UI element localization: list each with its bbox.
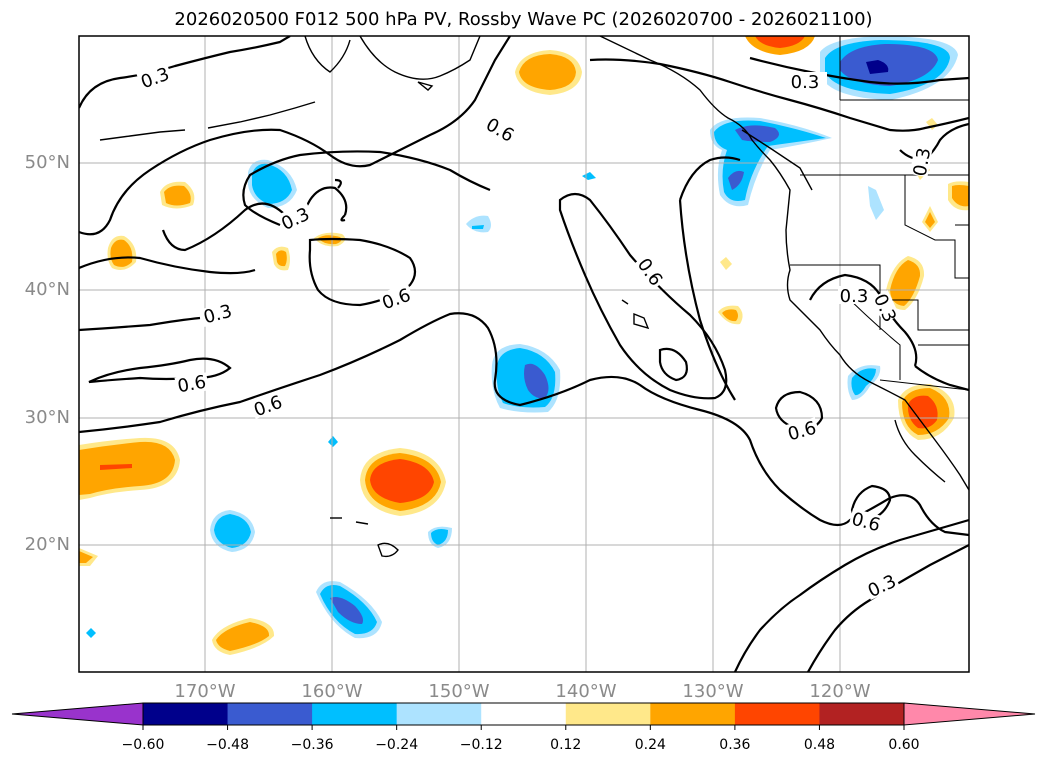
neg-anomaly-blob xyxy=(252,163,292,204)
pos-anomaly-blob xyxy=(276,250,287,267)
pos-anomaly-blob xyxy=(164,185,191,206)
neg-anomaly-blob xyxy=(735,125,779,142)
colorbar-tick-label: 0.36 xyxy=(719,737,751,753)
colorbar-tick-label: 0.12 xyxy=(550,737,582,753)
lon-label-150w: 150°W xyxy=(428,681,490,702)
lon-label-120w: 120°W xyxy=(809,681,871,702)
neg-anomaly-blob xyxy=(214,514,251,548)
colorbar-tick-label: −0.60 xyxy=(121,737,165,753)
neg-anomaly-blob xyxy=(330,597,364,624)
colorbar-bin xyxy=(734,703,820,725)
lat-label-50n: 50°N xyxy=(24,152,70,173)
pos-anomaly-blob xyxy=(519,54,576,90)
pos-anomaly-blob xyxy=(110,239,133,267)
neg-anomaly-blob xyxy=(86,628,96,638)
colorbar-tick-label: −0.24 xyxy=(375,737,419,753)
colorbar-over-arrow xyxy=(903,702,1036,726)
colorbar-bin xyxy=(396,703,482,725)
colorbar-tick-label: −0.36 xyxy=(290,737,334,753)
contour-label: 0.3 xyxy=(840,286,869,307)
neg-anomaly-blob xyxy=(472,225,484,229)
contour-label: 0.6 xyxy=(176,372,208,398)
pos-anomaly-blob xyxy=(890,260,921,306)
pos-anomaly-blob xyxy=(216,622,270,651)
colorbar-tick-label: 0.60 xyxy=(888,737,920,753)
lon-label-160w: 160°W xyxy=(301,681,363,702)
colorbar-bin xyxy=(819,703,905,725)
neg-anomaly-blob xyxy=(728,170,744,190)
political-borders xyxy=(790,36,969,391)
colorbar-outline xyxy=(142,702,905,726)
pos-anomaly-blob xyxy=(720,257,732,270)
lat-label-20n: 20°N xyxy=(24,534,70,555)
colorbar-bin xyxy=(650,703,736,725)
lon-label-130w: 130°W xyxy=(682,681,744,702)
colorbar-bin xyxy=(312,703,398,725)
lat-label-30n: 30°N xyxy=(24,407,70,428)
pos-anomaly-blob xyxy=(722,309,738,322)
pos-anomaly-blob xyxy=(79,441,175,495)
colorbar xyxy=(11,702,1036,730)
colorbar-under-arrow xyxy=(11,702,144,726)
contour-label: 0.3 xyxy=(910,146,936,178)
colorbar-tick-label: −0.12 xyxy=(459,737,503,753)
coastlines xyxy=(99,36,969,558)
pos-anomaly-blob xyxy=(100,464,132,470)
map-frame xyxy=(78,35,970,673)
colorbar-bin xyxy=(565,703,651,725)
lon-label-170w: 170°W xyxy=(174,681,236,702)
colorbar-tick-label: 0.48 xyxy=(803,737,836,753)
lon-label-140w: 140°W xyxy=(555,681,617,702)
contour-labels: 0.3 0.6 0.3 0.3 0.6 0.3 0.6 0.6 0.6 0.3 … xyxy=(136,63,936,602)
colorbar-bin xyxy=(481,703,567,725)
pos-anomaly-blob xyxy=(79,551,93,563)
neg-anomaly-blob xyxy=(714,120,826,201)
colorbar-tickmarks xyxy=(142,725,905,730)
colorbar-bin xyxy=(143,703,229,725)
neg-anomaly-blob xyxy=(431,529,448,545)
neg-anomaly-blob xyxy=(868,186,884,220)
map-plot-area: 0.3 0.6 0.3 0.3 0.6 0.3 0.6 0.6 0.6 0.3 … xyxy=(79,36,969,672)
colorbar-bin xyxy=(227,703,313,725)
figure-title: 2026020500 F012 500 hPa PV, Rossby Wave … xyxy=(174,9,873,30)
pos-anomaly-blob xyxy=(907,395,938,429)
colorbar-tick-label: −0.48 xyxy=(206,737,249,753)
graticule xyxy=(79,36,969,672)
pos-anomaly-blob xyxy=(952,185,969,207)
neg-anomaly-blob xyxy=(866,60,889,74)
neg-anomaly-blob xyxy=(524,363,549,399)
neg-anomaly-blob xyxy=(840,44,938,86)
contour-label: 0.3 xyxy=(791,72,820,93)
lat-label-40n: 40°N xyxy=(24,279,70,300)
pos-anomaly-blob xyxy=(755,36,805,48)
pos-anomaly-blob xyxy=(925,212,935,228)
pos-anomaly-blob xyxy=(370,459,434,503)
neg-anomaly-blob xyxy=(328,436,338,447)
colorbar-tick-label: 0.24 xyxy=(634,737,666,753)
colorbar-bins xyxy=(143,703,905,725)
